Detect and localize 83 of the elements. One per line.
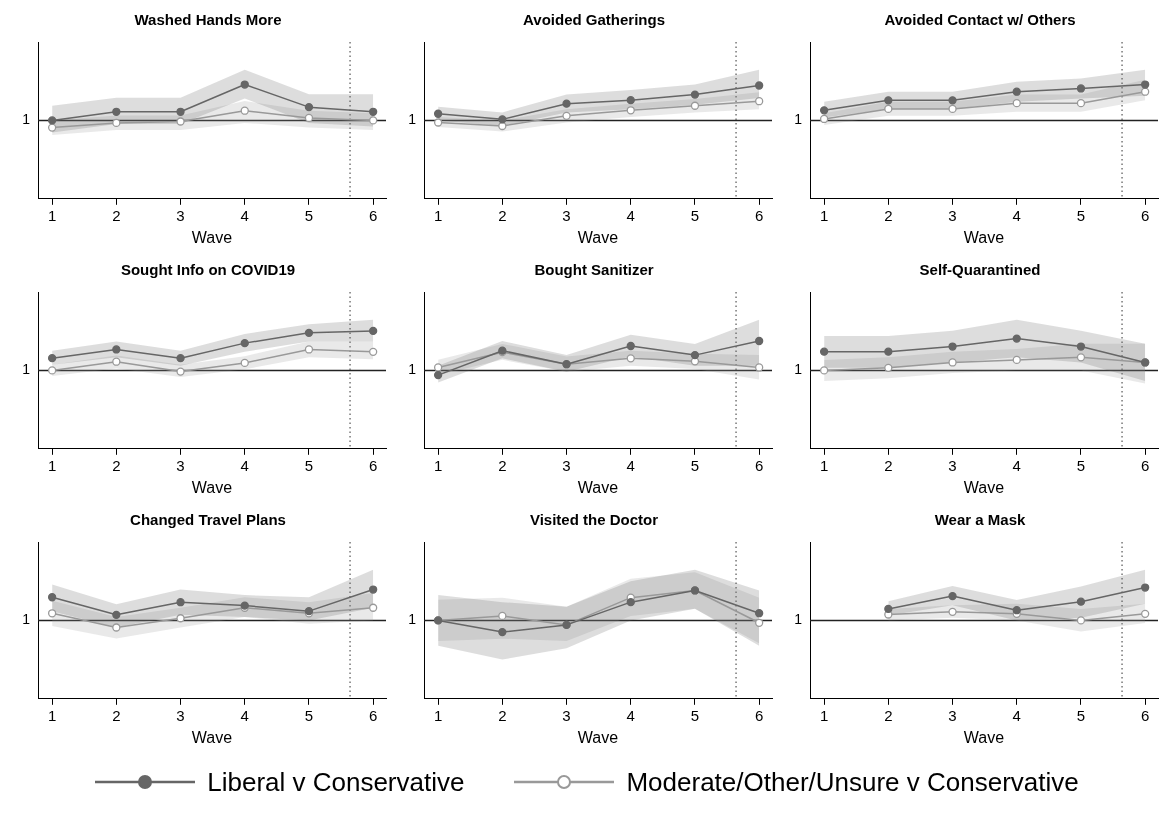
x-axis-title: Wave [963,228,1005,246]
x-tick-label: 2 [884,206,893,224]
x-tick-label: 3 [562,206,571,224]
chart-title: Wear a Mask [934,511,1026,529]
x-tick-label: 5 [1076,456,1086,474]
x-tick-label: 1 [433,456,443,474]
x-axis-title: Wave [577,478,619,496]
x-axis-title: Wave [577,228,619,246]
x-tick-label: 5 [1076,706,1086,724]
x-tick-label: 3 [562,456,571,474]
x-tick-label: 1 [47,706,57,724]
chart-title: Avoided Gatherings [523,11,665,29]
x-tick-label: 2 [112,456,121,474]
x-tick-label: 6 [1140,206,1150,224]
x-tick-label: 4 [240,456,249,474]
x-tick-label: 4 [626,456,635,474]
x-tick-label: 4 [1012,706,1021,724]
x-tick-label: 3 [948,706,957,724]
x-axis-title: Wave [963,478,1005,496]
text: 1 [408,361,417,378]
x-tick-label: 3 [948,206,957,224]
text: 1 [22,361,31,378]
x-axis-title: Wave [191,228,233,246]
x-axis-title: Wave [191,728,233,746]
x-tick-label: 5 [690,456,700,474]
chart-title: Changed Travel Plans [130,511,286,529]
x-tick-label: 2 [112,206,121,224]
text: 1 [794,111,803,128]
chart-title: Bought Sanitizer [534,261,654,279]
text: 1 [408,611,417,628]
x-tick-label: 5 [690,706,700,724]
x-tick-label: 4 [626,206,635,224]
text: 1 [794,611,803,628]
x-tick-label: 6 [368,206,378,224]
chart-title: Self-Quarantined [919,261,1041,279]
x-tick-label: 5 [690,206,700,224]
x-tick-label: 1 [819,456,829,474]
x-tick-label: 2 [112,706,121,724]
x-axis-title: Wave [577,728,619,746]
x-tick-label: 2 [884,456,893,474]
chart-title: Visited the Doctor [529,511,659,529]
x-tick-label: 1 [819,706,829,724]
x-tick-label: 6 [754,206,764,224]
x-tick-label: 4 [240,706,249,724]
x-tick-label: 4 [626,706,635,724]
x-tick-label: 1 [433,706,443,724]
x-tick-label: 2 [884,706,893,724]
x-tick-label: 5 [304,456,314,474]
x-tick-label: 6 [368,706,378,724]
x-tick-label: 2 [498,456,507,474]
x-tick-label: 5 [304,706,314,724]
x-tick-label: 3 [562,706,571,724]
text: 1 [794,361,803,378]
x-tick-label: 3 [176,456,185,474]
x-tick-label: 2 [498,706,507,724]
x-tick-label: 6 [1140,456,1150,474]
x-tick-label: 3 [176,706,185,724]
x-axis-title: Wave [963,728,1005,746]
x-tick-label: 6 [754,456,764,474]
x-tick-label: 4 [240,206,249,224]
x-tick-label: 1 [47,456,57,474]
x-tick-label: 6 [368,456,378,474]
x-tick-label: 1 [819,206,829,224]
x-tick-label: 3 [176,206,185,224]
x-tick-label: 5 [1076,206,1086,224]
x-tick-label: 4 [1012,206,1021,224]
x-axis-title: Wave [191,478,233,496]
text: 1 [22,111,31,128]
x-tick-label: 5 [304,206,314,224]
chart-title: Washed Hands More [134,11,282,29]
legend-label: Liberal v Conservative [207,766,465,798]
x-tick-label: 2 [498,206,507,224]
x-tick-label: 6 [754,706,764,724]
text: 1 [22,611,31,628]
legend-label: Moderate/Other/Unsure v Conservative [626,766,1079,798]
x-tick-label: 6 [1140,706,1150,724]
x-tick-label: 3 [948,456,957,474]
chart-title: Sought Info on COVID19 [120,261,296,279]
text: 1 [408,111,417,128]
x-tick-label: 4 [1012,456,1021,474]
chart-title: Avoided Contact w/ Others [884,11,1076,29]
x-tick-label: 1 [433,206,443,224]
x-tick-label: 1 [47,206,57,224]
